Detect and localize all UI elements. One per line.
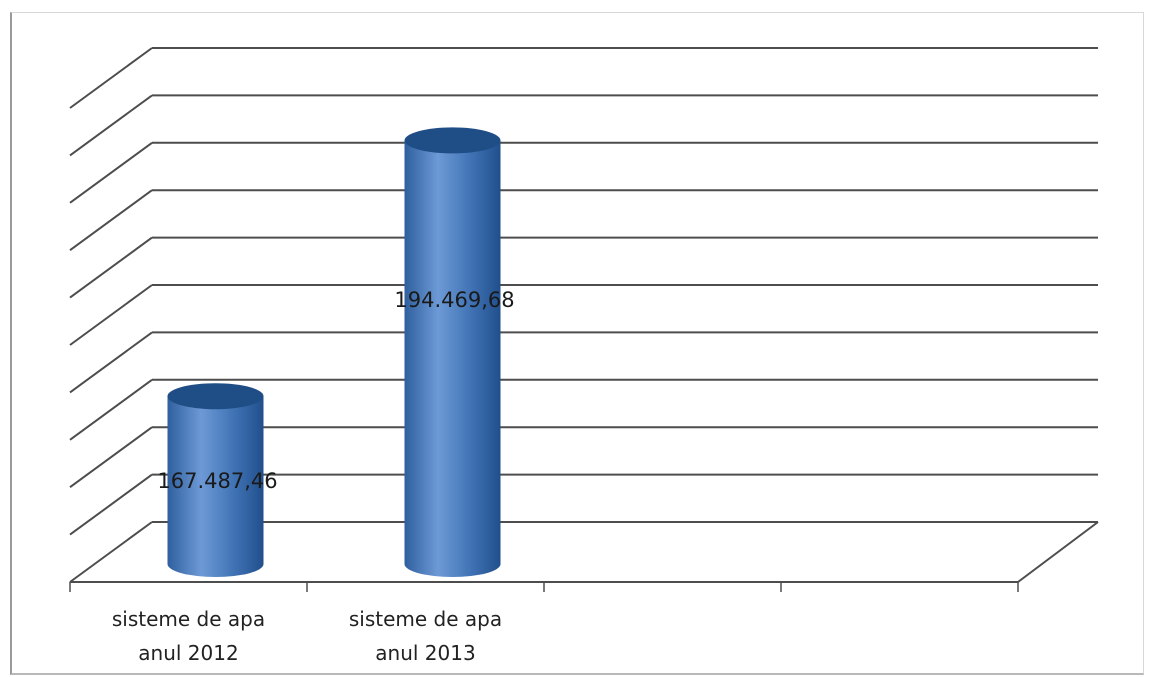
- bar-body: [167, 396, 264, 577]
- x-tick-label: anul 2012: [138, 641, 238, 665]
- floor-right-edge: [1017, 521, 1099, 583]
- bar-top: [404, 127, 501, 154]
- gridline-side: [69, 521, 153, 583]
- gridline-side: [69, 47, 153, 109]
- gridline-side: [69, 284, 153, 346]
- bar-top: [167, 383, 264, 410]
- gridline-side: [69, 473, 153, 536]
- bar: [404, 127, 501, 577]
- x-tick-label: sisteme de apa: [112, 607, 265, 631]
- data-label: 167.487,46: [157, 469, 277, 493]
- gridline-side: [69, 189, 153, 252]
- x-tick-label: anul 2013: [375, 641, 475, 665]
- gridline-side: [69, 331, 153, 394]
- gridline-side: [69, 94, 153, 157]
- gridline-side: [69, 378, 153, 441]
- bar: [167, 383, 264, 577]
- data-label: 194.469,68: [394, 288, 514, 312]
- gridline-side: [69, 426, 153, 489]
- bar-body: [404, 140, 501, 577]
- gridline-side: [69, 236, 153, 299]
- gridline-side: [69, 141, 153, 204]
- x-tick-label: sisteme de apa: [349, 607, 502, 631]
